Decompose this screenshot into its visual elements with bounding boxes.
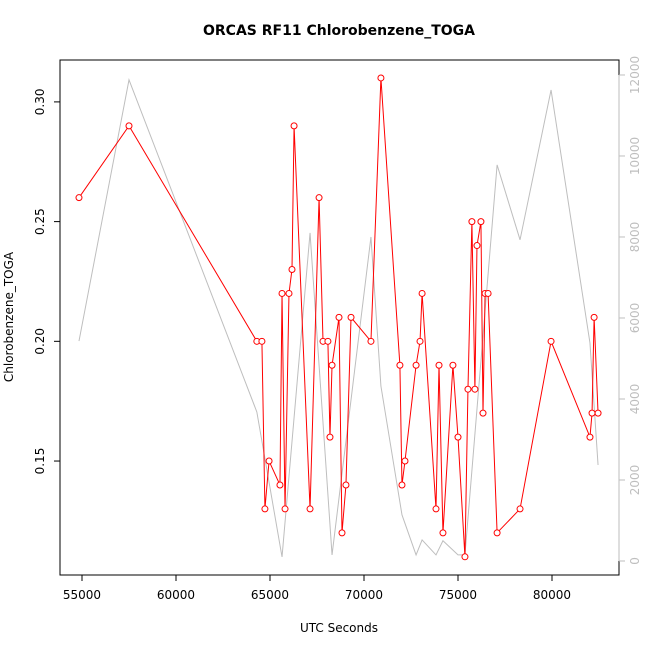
point <box>412 361 420 369</box>
y2-tick-label: 0 <box>628 557 642 565</box>
x-tick-label: 55000 <box>63 588 101 602</box>
point <box>347 313 355 321</box>
y-tick-label: 0.15 <box>33 448 47 475</box>
point <box>449 361 457 369</box>
point <box>261 505 269 513</box>
y-tick-label: 0.25 <box>33 208 47 235</box>
point <box>398 481 406 489</box>
point <box>547 337 555 345</box>
point <box>435 361 443 369</box>
point <box>479 409 487 417</box>
point <box>285 289 293 297</box>
point <box>473 242 481 250</box>
point <box>258 337 266 345</box>
point <box>484 289 492 297</box>
point <box>335 313 343 321</box>
point <box>454 433 462 441</box>
point <box>278 289 286 297</box>
chart-title: ORCAS RF11 Chlorobenzene_TOGA <box>203 23 475 39</box>
point <box>516 505 524 513</box>
y2-tick-label: 10000 <box>628 137 642 175</box>
point <box>471 385 479 393</box>
point <box>306 505 314 513</box>
y2-tick-label: 8000 <box>628 222 642 253</box>
x-tick-label: 70000 <box>345 588 383 602</box>
point <box>367 337 375 345</box>
y2-tick-label: 12000 <box>628 56 642 94</box>
y2-tick-label: 2000 <box>628 465 642 496</box>
point <box>324 337 332 345</box>
point <box>586 433 594 441</box>
x-tick-label: 65000 <box>251 588 289 602</box>
point <box>276 481 284 489</box>
point <box>315 194 323 202</box>
x-axis-label: UTC Seconds <box>300 621 378 635</box>
point <box>416 337 424 345</box>
x-tick-label: 75000 <box>439 588 477 602</box>
point <box>396 361 404 369</box>
y2-tick-label: 4000 <box>628 384 642 415</box>
point <box>590 313 598 321</box>
y-tick-label: 0.20 <box>33 328 47 355</box>
point <box>588 409 596 417</box>
y-tick-label: 0.30 <box>33 89 47 116</box>
x-tick-label: 60000 <box>157 588 195 602</box>
point <box>281 505 289 513</box>
x-tick-label: 80000 <box>533 588 571 602</box>
point <box>594 409 602 417</box>
point <box>326 433 334 441</box>
point <box>464 385 472 393</box>
point <box>377 74 385 82</box>
point <box>125 122 133 130</box>
point <box>493 529 501 537</box>
point <box>265 457 273 465</box>
point <box>418 289 426 297</box>
point <box>288 265 296 273</box>
point <box>468 218 476 226</box>
point <box>439 529 447 537</box>
point <box>432 505 440 513</box>
point <box>342 481 350 489</box>
point <box>338 529 346 537</box>
y-axis-label: Chlorobenzene_TOGA <box>2 251 16 382</box>
point <box>401 457 409 465</box>
point <box>328 361 336 369</box>
point <box>75 194 83 202</box>
point <box>290 122 298 130</box>
series-line <box>78 78 599 558</box>
point <box>461 553 469 561</box>
point <box>477 218 485 226</box>
y2-tick-label: 6000 <box>628 303 642 334</box>
